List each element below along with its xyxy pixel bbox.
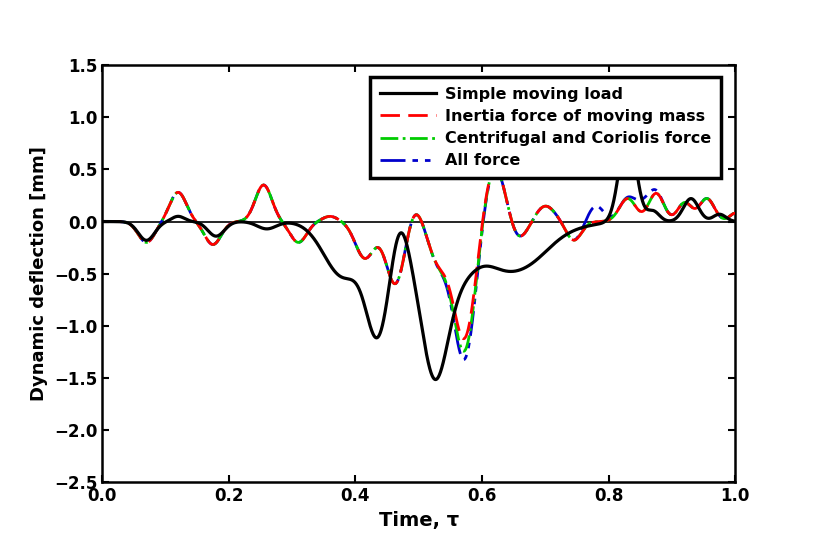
Inertia force of moving mass: [368, 247, 378, 254]
All force: [364, 254, 373, 260]
Centrifugal and Coriolis force: [398, 259, 408, 265]
All force: [398, 259, 408, 265]
Inertia force of moving mass: [730, 210, 740, 216]
Centrifugal and Coriolis force: [730, 210, 740, 216]
Centrifugal and Coriolis force: [680, 199, 690, 205]
Inertia force of moving mass: [557, 221, 567, 228]
Inertia force of moving mass: [490, 165, 500, 172]
Inertia force of moving mass: [97, 218, 107, 225]
Inertia force of moving mass: [680, 199, 690, 205]
Centrifugal and Coriolis force: [459, 348, 469, 354]
All force: [491, 166, 501, 172]
Centrifugal and Coriolis force: [97, 218, 107, 225]
Line: Simple moving load: Simple moving load: [102, 130, 735, 379]
Centrifugal and Coriolis force: [712, 208, 721, 214]
Simple moving load: [712, 212, 721, 218]
Simple moving load: [97, 218, 107, 225]
Centrifugal and Coriolis force: [368, 247, 378, 254]
Y-axis label: Dynamic deflection [mm]: Dynamic deflection [mm]: [30, 146, 48, 401]
Simple moving load: [431, 376, 440, 383]
Simple moving load: [730, 218, 740, 224]
Inertia force of moving mass: [458, 335, 468, 342]
Inertia force of moving mass: [398, 259, 408, 265]
All force: [557, 221, 567, 228]
Simple moving load: [680, 202, 690, 209]
All force: [730, 210, 740, 216]
Line: Inertia force of moving mass: Inertia force of moving mass: [102, 169, 735, 339]
Centrifugal and Coriolis force: [557, 221, 567, 228]
Simple moving load: [398, 231, 408, 237]
Line: Centrifugal and Coriolis force: Centrifugal and Coriolis force: [102, 169, 735, 351]
All force: [368, 247, 378, 254]
Simple moving load: [364, 315, 373, 322]
Simple moving load: [623, 127, 632, 133]
All force: [97, 218, 107, 225]
Line: All force: All force: [102, 169, 735, 359]
Inertia force of moving mass: [364, 254, 373, 260]
Simple moving load: [368, 331, 378, 338]
Legend: Simple moving load, Inertia force of moving mass, Centrifugal and Coriolis force: Simple moving load, Inertia force of mov…: [370, 77, 721, 178]
Centrifugal and Coriolis force: [364, 254, 373, 260]
All force: [459, 356, 469, 363]
All force: [712, 208, 721, 214]
Inertia force of moving mass: [712, 208, 721, 214]
Centrifugal and Coriolis force: [490, 166, 500, 172]
Simple moving load: [557, 234, 567, 241]
All force: [680, 199, 690, 205]
X-axis label: Time, τ: Time, τ: [378, 511, 459, 530]
